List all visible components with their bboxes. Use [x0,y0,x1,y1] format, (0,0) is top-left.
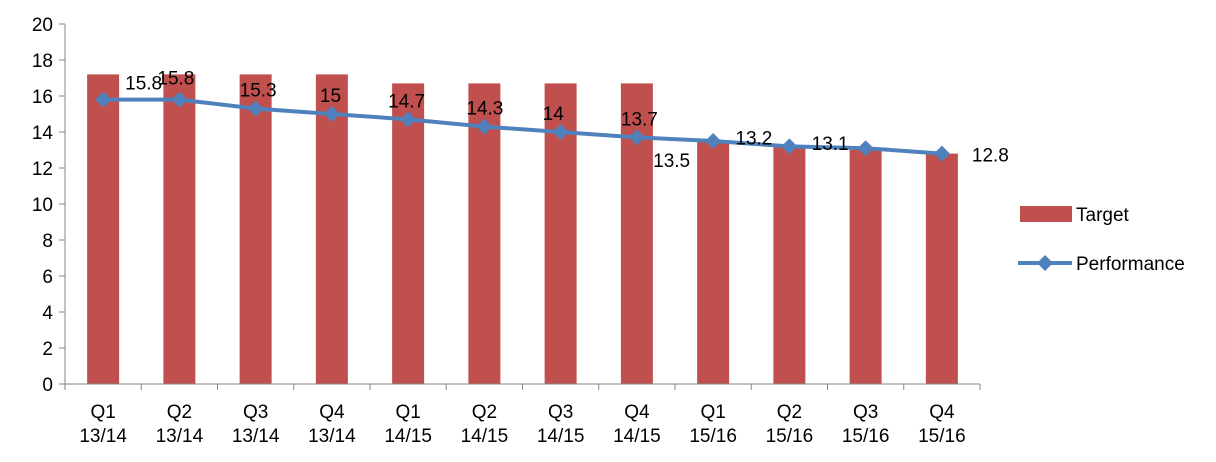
performance-marker [552,124,569,140]
y-tick-label: 18 [32,51,53,72]
x-tick-label: Q3 13/14 [232,402,280,447]
x-tick-label: Q2 14/15 [461,402,509,447]
performance-data-label: 14.3 [466,99,503,120]
x-tick-label: Q1 13/14 [79,402,127,447]
performance-marker [171,91,188,108]
performance-marker [705,133,722,149]
y-tick-label: 12 [32,159,53,180]
target-bar [239,74,272,385]
y-tick-label: 14 [32,123,54,144]
y-tick-label: 6 [42,267,53,288]
target-bars [87,74,958,385]
legend-label-performance: Performance [1076,254,1185,275]
x-tick-label: Q4 13/14 [308,402,356,447]
performance-data-label: 15.8 [125,74,162,95]
y-axis-ticks: 0 2 4 6 8 10 12 14 16 18 20 [32,15,65,396]
target-bar [87,74,120,385]
performance-line-series [95,91,950,162]
y-tick-label: 8 [42,231,53,252]
performance-data-label: 14 [543,104,565,125]
target-bar [315,74,348,385]
performance-marker [323,106,340,122]
performance-marker [857,140,874,157]
x-tick-label: Q3 15/16 [842,402,890,447]
y-tick-label: 4 [42,303,53,324]
performance-line [103,97,943,156]
performance-data-label: 12.8 [972,146,1009,167]
performance-data-label: 14.7 [388,91,425,112]
x-tick-label: Q2 15/16 [766,402,814,447]
x-tick-label: Q4 15/16 [918,402,966,447]
y-tick-label: 2 [42,339,53,360]
target-bar [849,150,882,384]
performance-marker [628,129,645,146]
x-tick-label: Q2 13/14 [156,402,204,447]
target-bar [163,74,196,385]
y-tick-label: 16 [32,87,53,108]
performance-marker [933,145,950,162]
performance-data-label: 13.2 [735,128,772,149]
x-tick-label: Q1 15/16 [689,402,737,447]
target-bar [697,141,730,384]
target-bar [773,146,806,384]
legend-label-target: Target [1076,205,1130,226]
x-tick-label: Q1 14/15 [384,402,432,447]
performance-data-label: 15.3 [240,81,277,102]
x-tick-label: Q4 14/15 [613,402,661,447]
performance-data-labels: 15.815.8 15.3 15 14.7 14.3 14 13.7 13.5 13.2 13.1… [125,69,1009,172]
x-tick-label: Q3 14/15 [537,402,585,447]
y-tick-label: 20 [32,15,53,36]
y-tick-label: 0 [42,375,53,396]
performance-marker [476,118,493,135]
performance-marker [781,138,798,155]
performance-data-label: 13.7 [621,109,658,130]
legend: Target Performance [1018,205,1185,275]
performance-marker [247,100,264,117]
performance-data-label: 15.8 [157,69,194,90]
performance-marker [400,111,417,128]
axes [64,24,980,385]
x-axis-ticks: Q1 13/14 Q2 13/14 Q3 13/14 Q4 13/14 Q1 14/15 Q2 14/… [64,384,981,447]
performance-data-label: 13.5 [653,151,690,172]
target-bar [925,153,958,384]
y-tick-label: 10 [32,195,53,216]
performance-data-label: 15 [320,86,341,107]
performance-data-label: 13.1 [812,134,849,155]
performance-marker [95,91,112,108]
target-bar [392,83,425,385]
legend-swatch-performance-marker [1037,255,1053,271]
legend-swatch-target [1020,206,1072,222]
